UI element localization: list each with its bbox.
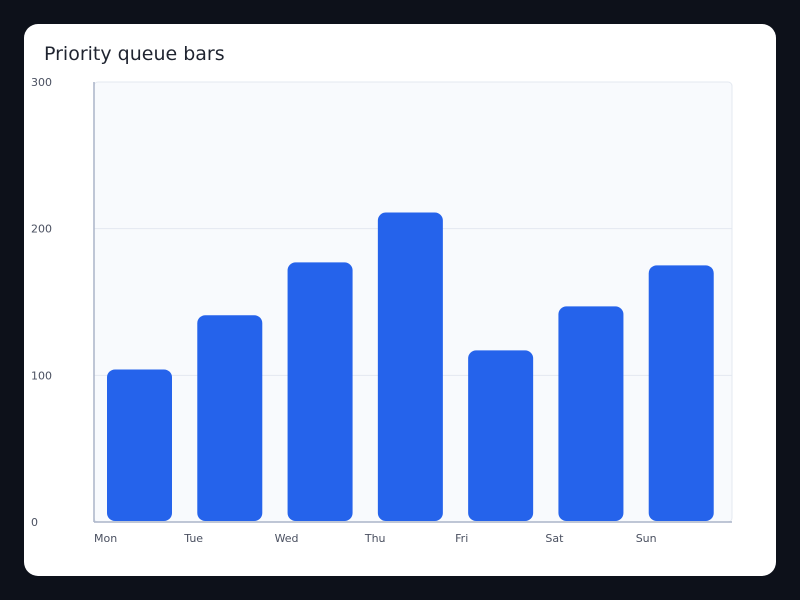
y-tick-label: 300 — [31, 76, 52, 89]
bar-chart: 0 100 200 300 Mon Tue Wed Thu Fri Sat Sun — [31, 76, 733, 545]
bar-mon — [107, 369, 173, 521]
bar-sun — [648, 265, 714, 521]
y-tick-label: 200 — [31, 223, 52, 236]
x-tick-label: Mon — [94, 532, 117, 545]
y-tick-label: 0 — [31, 516, 38, 529]
bar-fri — [468, 350, 534, 521]
x-tick-label: Sun — [636, 532, 657, 545]
chart-title: Priority queue bars — [44, 43, 225, 65]
bar-sat — [558, 306, 624, 521]
bar-wed — [287, 262, 353, 521]
x-tick-label: Tue — [183, 532, 203, 545]
bar-thu — [377, 212, 443, 522]
bar-tue — [197, 315, 263, 521]
y-tick-label: 100 — [31, 369, 52, 382]
x-tick-label: Sat — [545, 532, 564, 545]
x-tick-label: Fri — [455, 532, 468, 545]
y-axis-ticks: 0 100 200 300 — [31, 76, 52, 529]
bars — [107, 212, 714, 522]
x-tick-label: Thu — [364, 532, 386, 545]
chart-card: Priority queue bars 0 100 200 300 Mon Tue Wed… — [24, 24, 776, 576]
x-axis-ticks: Mon Tue Wed Thu Fri Sat Sun — [94, 532, 657, 545]
x-tick-label: Wed — [275, 532, 299, 545]
